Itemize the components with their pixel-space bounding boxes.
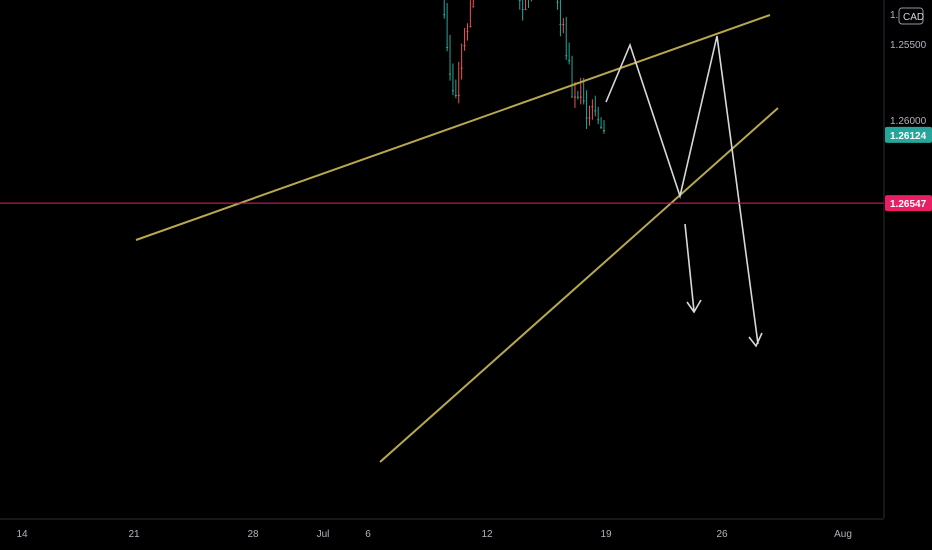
x-tick-label: Jul [317,529,330,540]
candle-body [579,96,582,98]
candle-body [573,96,576,98]
candle-body [449,73,452,75]
candles-layer [443,0,605,134]
x-tick-label: 6 [365,529,371,540]
x-tick-label: 26 [716,529,728,540]
candle-body [576,96,579,98]
candle-body [568,60,571,62]
upper-trendline[interactable] [135,14,771,241]
candle-body [518,0,521,1]
arrow-head-left [686,299,702,314]
x-tick-label: 19 [600,529,612,540]
x-tick-label: Aug [834,529,852,540]
drawings-layer [135,14,779,463]
horizontal-line-price-label: 1.26547 [890,199,927,210]
lower-trendline[interactable] [379,107,779,463]
candle-body [571,96,574,98]
candle-body [521,9,524,11]
candle-body [591,106,594,108]
candle-body [600,126,603,128]
candle-body [472,6,475,8]
currency-label: CAD [903,12,924,23]
candle-body [469,26,472,28]
projection-path[interactable] [605,35,759,345]
last-price-label: 1.26124 [890,131,927,142]
candle-body [603,130,605,132]
candle-body [588,117,591,119]
currency-badge[interactable] [898,7,924,25]
candle-body [466,31,469,33]
candle-body [562,24,565,26]
candle-body [460,67,463,69]
x-tick-label: 14 [16,529,28,540]
candle-body [443,14,446,16]
x-tick-label: 21 [128,529,140,540]
y-tick-label: 1.26000 [890,116,927,127]
candle-body [556,1,559,3]
candle-body [454,94,457,96]
arrow-head-right [748,332,763,348]
y-top-label: 1. [890,10,898,21]
candle-body [594,110,597,112]
x-tick-label: 12 [481,529,493,540]
candle-body [585,117,588,119]
candle-body [559,24,562,26]
candle-body [451,90,454,92]
candle-body [446,47,449,49]
time-axis[interactable]: 14 21 28 Jul 6 12 19 26 Aug [0,518,884,540]
candle-body [565,55,568,57]
horizontal-line-price-badge [885,195,932,212]
down-arrow-left[interactable] [684,223,695,312]
x-tick-label: 28 [247,529,259,540]
candle-body [463,45,466,47]
candle-body [597,119,600,121]
candle-body [524,9,527,11]
price-axis[interactable]: 1.260001.255001.250001.246001.242001.238… [883,0,932,550]
candle-body [582,100,585,102]
y-tick-label: 1.25500 [890,40,927,51]
last-price-badge [885,126,932,143]
candle-body [457,94,460,96]
